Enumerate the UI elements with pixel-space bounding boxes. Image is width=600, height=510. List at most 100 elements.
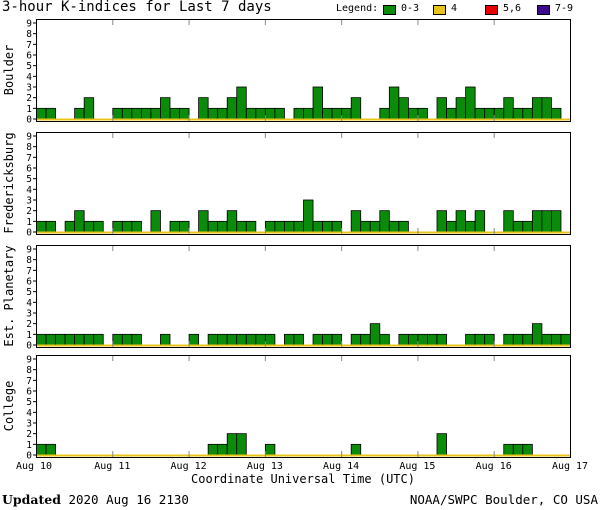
station-label: College bbox=[2, 381, 16, 432]
k-index-bar bbox=[236, 333, 247, 346]
y-tick-label: 5 bbox=[26, 174, 32, 185]
k-index-bar bbox=[207, 333, 219, 346]
k-index-bar bbox=[398, 220, 409, 233]
k-index-bar bbox=[531, 323, 543, 346]
k-index-bar bbox=[474, 333, 486, 346]
k-index-bar bbox=[264, 333, 276, 346]
k-index-bar bbox=[303, 107, 314, 120]
k-index-bar bbox=[531, 210, 543, 233]
y-tick-label: 9 bbox=[26, 245, 32, 256]
k-index-bar bbox=[531, 97, 543, 120]
k-index-bar bbox=[217, 443, 228, 456]
y-tick-label: 1 bbox=[26, 330, 32, 341]
k-index-bar bbox=[322, 220, 333, 233]
y-tick-label: 1 bbox=[26, 104, 32, 115]
k-index-bar bbox=[217, 333, 228, 346]
chart-title: 3-hour K-indices for Last 7 days bbox=[2, 0, 272, 15]
y-tick-label: 0 bbox=[26, 341, 32, 352]
k-index-bar bbox=[179, 107, 190, 120]
k-index-bar bbox=[341, 107, 352, 120]
k-index-bar bbox=[36, 107, 47, 120]
k-index-bar bbox=[150, 210, 161, 233]
legend-swatch-0-3 bbox=[383, 5, 396, 15]
k-index-bar bbox=[255, 107, 266, 120]
k-index-bar bbox=[455, 97, 467, 120]
k-index-bar bbox=[131, 333, 142, 346]
k-index-bar bbox=[217, 220, 228, 233]
k-index-bar bbox=[551, 107, 562, 120]
k-index-bar bbox=[446, 107, 457, 120]
k-index-bar bbox=[436, 210, 447, 233]
k-index-bar bbox=[226, 97, 238, 120]
y-tick-label: 4 bbox=[26, 298, 32, 309]
k-index-bar bbox=[503, 210, 514, 233]
k-index-bar bbox=[465, 333, 476, 346]
legend-swatch-5-6 bbox=[485, 5, 498, 15]
k-index-bar bbox=[388, 86, 400, 120]
legend-swatch-7-9 bbox=[537, 5, 550, 15]
y-tick-label: 5 bbox=[26, 61, 32, 72]
k-index-bar bbox=[274, 220, 285, 233]
k-index-bar bbox=[131, 220, 142, 233]
k-index-bar bbox=[74, 210, 85, 233]
k-index-bar bbox=[64, 220, 76, 233]
k-index-bar bbox=[551, 333, 562, 346]
y-tick-label: 5 bbox=[26, 397, 32, 408]
k-index-bar bbox=[264, 220, 276, 233]
k-index-bar bbox=[388, 220, 400, 233]
k-index-bar bbox=[436, 333, 447, 346]
k-index-bar bbox=[131, 107, 142, 120]
k-index-bar bbox=[198, 97, 209, 120]
y-tick-label: 8 bbox=[26, 29, 32, 40]
k-index-bar bbox=[284, 220, 295, 233]
k-index-bar bbox=[465, 86, 476, 120]
k-index-bar bbox=[407, 333, 419, 346]
x-tick-label: Aug 15 bbox=[399, 461, 435, 472]
y-tick-label: 4 bbox=[26, 72, 32, 83]
k-index-bar bbox=[264, 107, 276, 120]
y-tick-label: 3 bbox=[26, 83, 32, 94]
k-index-bar bbox=[436, 433, 447, 456]
k-index-bar bbox=[140, 107, 152, 120]
y-tick-label: 8 bbox=[26, 142, 32, 153]
k-index-bar bbox=[45, 333, 56, 346]
k-index-bar bbox=[93, 333, 104, 346]
k-index-bar bbox=[512, 333, 524, 346]
k-index-bar bbox=[360, 220, 371, 233]
y-tick-label: 9 bbox=[26, 19, 32, 30]
k-index-bar bbox=[350, 333, 362, 346]
k-index-bar bbox=[503, 333, 514, 346]
y-tick-label: 0 bbox=[26, 228, 32, 239]
k-index-bar bbox=[169, 107, 180, 120]
k-index-bar bbox=[331, 107, 343, 120]
k-index-bar bbox=[264, 443, 276, 456]
panel-frame bbox=[36, 132, 571, 235]
k-index-bar bbox=[407, 107, 419, 120]
k-index-bar bbox=[350, 443, 362, 456]
k-index-bar bbox=[541, 97, 552, 120]
y-tick-label: 2 bbox=[26, 429, 32, 440]
station-label: Est. Planetary bbox=[2, 245, 16, 346]
k-index-bar bbox=[93, 220, 104, 233]
k-index-bar bbox=[245, 220, 257, 233]
x-tick-label: Aug 17 bbox=[552, 461, 588, 472]
k-index-bar bbox=[293, 107, 304, 120]
y-tick-label: 5 bbox=[26, 287, 32, 298]
y-tick-label: 7 bbox=[26, 376, 32, 387]
k-index-bar bbox=[217, 107, 228, 120]
k-index-bar bbox=[493, 107, 505, 120]
k-index-bar bbox=[121, 220, 133, 233]
k-index-bar bbox=[369, 323, 381, 346]
x-tick-label: Aug 11 bbox=[94, 461, 130, 472]
y-tick-label: 9 bbox=[26, 132, 32, 143]
k-index-bar bbox=[331, 220, 343, 233]
k-index-bar bbox=[293, 220, 304, 233]
k-index-bar bbox=[503, 97, 514, 120]
k-index-bar bbox=[83, 333, 95, 346]
station-label: Boulder bbox=[2, 45, 16, 96]
k-index-bar bbox=[293, 333, 304, 346]
k-index-bar bbox=[188, 333, 200, 346]
y-tick-label: 8 bbox=[26, 365, 32, 376]
